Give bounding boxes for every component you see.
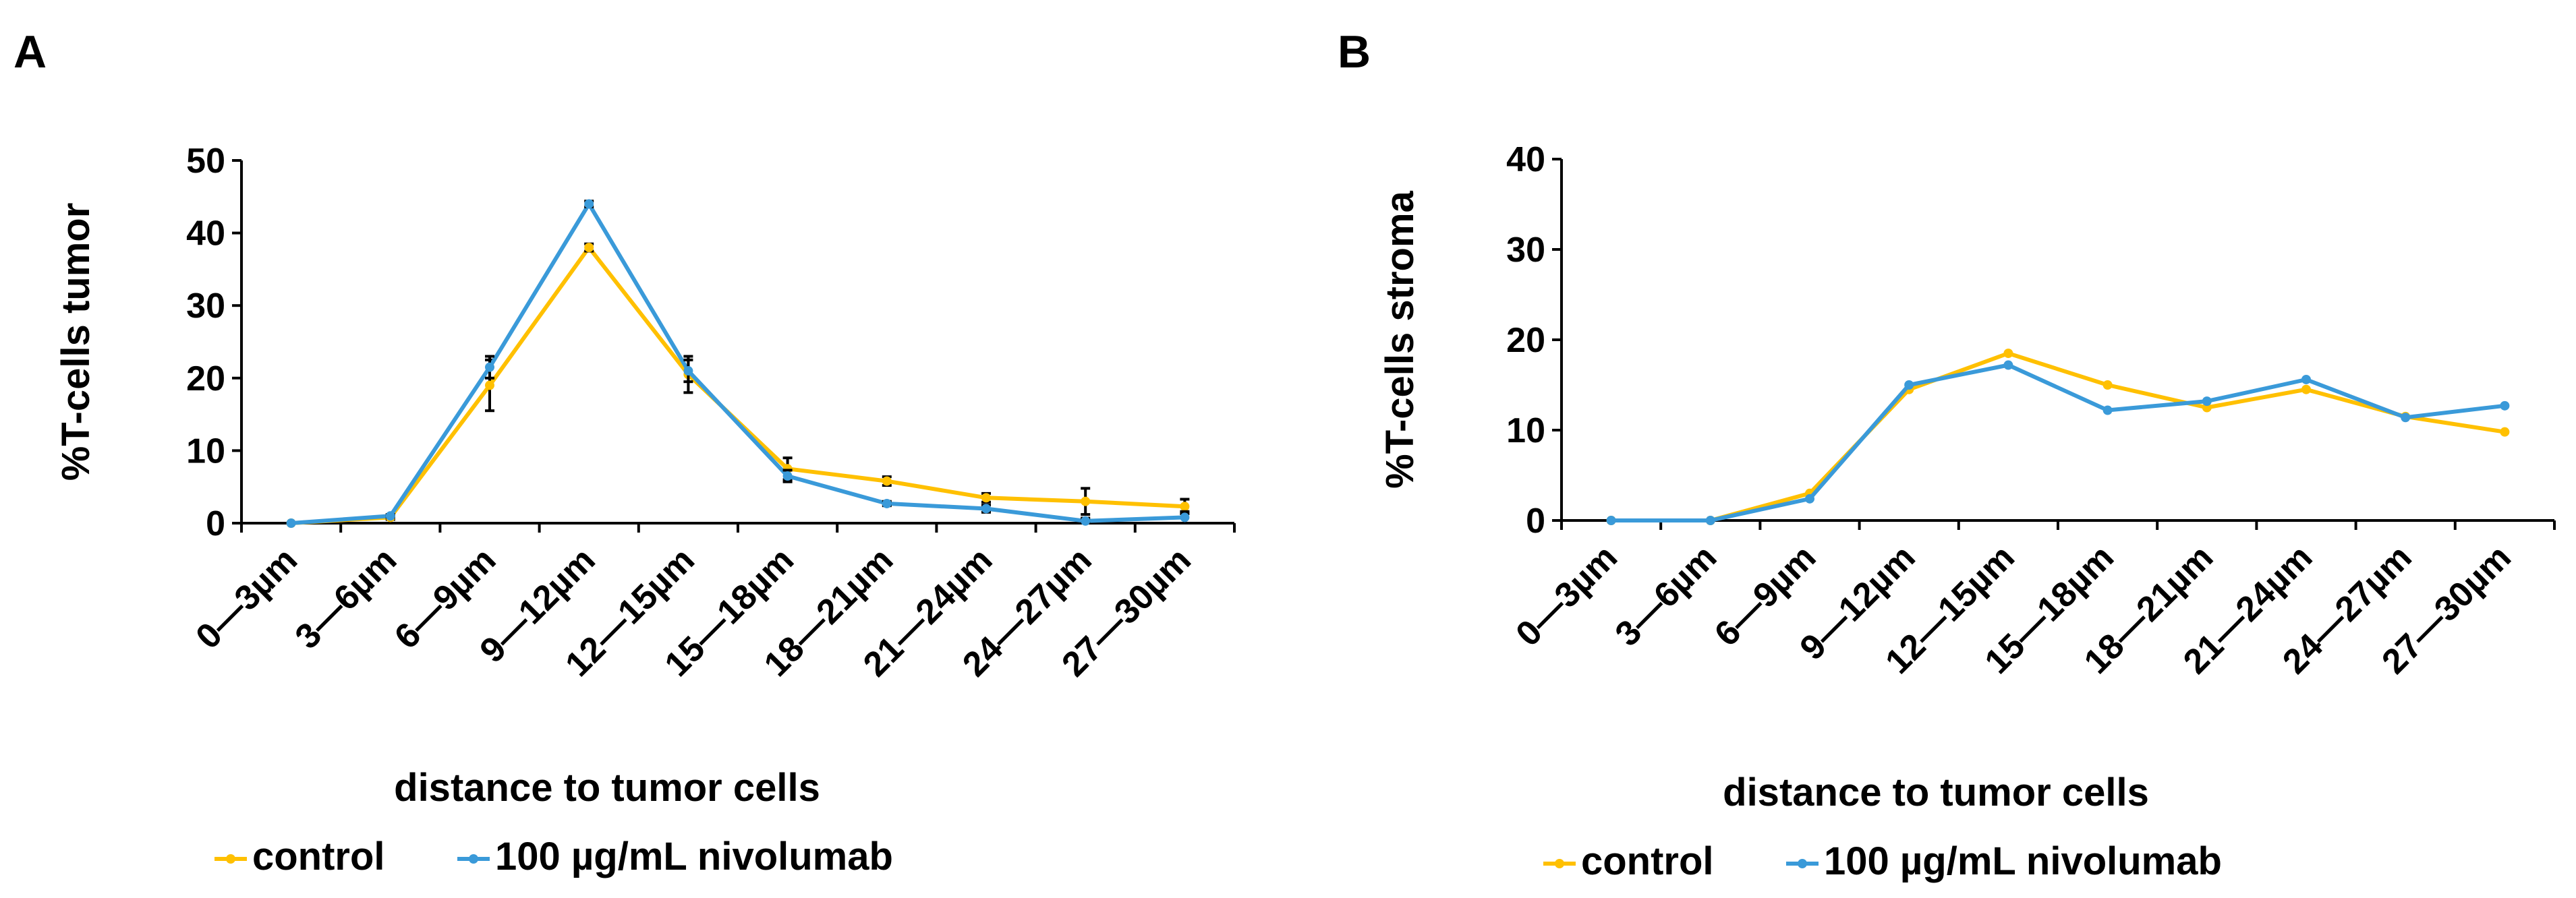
y-tick-label: 0	[1526, 502, 1545, 541]
x-tick-label: 0—3µm	[189, 540, 306, 657]
series-line	[291, 245, 1185, 525]
series-nivolumab	[286, 199, 1190, 528]
data-point	[1180, 502, 1190, 512]
data-point	[2102, 405, 2113, 415]
data-point	[485, 362, 494, 372]
legend-label: control	[1581, 839, 1714, 883]
y-tick-label: 40	[186, 214, 225, 253]
data-point	[882, 476, 892, 486]
y-tick-label: 50	[186, 142, 225, 181]
y-tick-label: 10	[186, 431, 225, 471]
y-axis-title: %T-cells tumor	[54, 203, 98, 481]
data-point	[2003, 360, 2013, 370]
x-tick-label: 3—6µm	[288, 540, 405, 657]
data-point	[2202, 396, 2212, 407]
panel-label: B	[1338, 26, 1371, 78]
legend: control 100 µg/mL nivolumab	[1543, 839, 2222, 883]
data-point	[485, 380, 494, 390]
data-point	[2401, 413, 2411, 423]
data-point	[2003, 349, 2013, 359]
data-point	[1081, 516, 1091, 526]
chart-panel-b: B0102030400—3µm3—6µm6—9µm9—12µm12—15µm15…	[1338, 26, 2556, 883]
legend: control 100 µg/mL nivolumab	[214, 835, 893, 878]
legend-label: control	[252, 835, 385, 878]
series-line	[1611, 363, 2505, 522]
legend-marker	[226, 854, 235, 864]
x-axis-title: distance to tumor cells	[1723, 771, 2149, 814]
data-point	[1705, 516, 1715, 525]
data-point	[584, 199, 594, 209]
data-point	[2500, 427, 2510, 437]
data-point	[584, 243, 594, 253]
series-line	[1611, 351, 2505, 522]
legend-label: 100 µg/mL nivolumab	[1824, 839, 2222, 883]
data-point	[683, 366, 693, 376]
panel-label: A	[13, 26, 47, 78]
legend-marker	[1555, 859, 1564, 868]
y-tick-label: 20	[186, 359, 225, 398]
legend-marker	[469, 854, 478, 864]
series-control	[1606, 349, 2510, 525]
x-tick-label: 0—3µm	[1509, 537, 1626, 654]
y-tick-label: 0	[206, 504, 225, 543]
data-point	[2500, 400, 2510, 411]
series-nivolumab	[1606, 360, 2510, 525]
y-axis-title: %T-cells stroma	[1378, 190, 1422, 488]
data-point	[1180, 512, 1190, 522]
data-point	[1081, 496, 1091, 506]
data-point	[286, 518, 296, 528]
data-point	[1606, 516, 1616, 525]
data-point	[981, 504, 991, 514]
data-point	[1904, 380, 1914, 390]
data-point	[2301, 384, 2311, 394]
legend-label: 100 µg/mL nivolumab	[495, 835, 893, 878]
x-axis-title: distance to tumor cells	[394, 766, 820, 810]
data-point	[385, 511, 395, 521]
data-point	[1805, 493, 1814, 504]
x-tick-label: 3—6µm	[1608, 537, 1725, 654]
data-point	[2102, 380, 2113, 390]
data-point	[782, 471, 793, 481]
y-tick-label: 20	[1506, 321, 1545, 360]
chart-panel-a: A010203040500—3µm3—6µm6—9µm9—12µm12—15µm…	[13, 26, 1236, 878]
y-tick-label: 40	[1506, 140, 1545, 179]
data-point	[981, 493, 991, 503]
y-tick-label: 30	[186, 287, 225, 326]
y-tick-label: 10	[1506, 411, 1545, 450]
series-line	[291, 202, 1185, 525]
data-point	[882, 498, 892, 508]
series-control	[286, 242, 1190, 528]
legend-marker	[1798, 859, 1807, 868]
y-tick-label: 30	[1506, 231, 1545, 270]
data-point	[2301, 374, 2311, 384]
